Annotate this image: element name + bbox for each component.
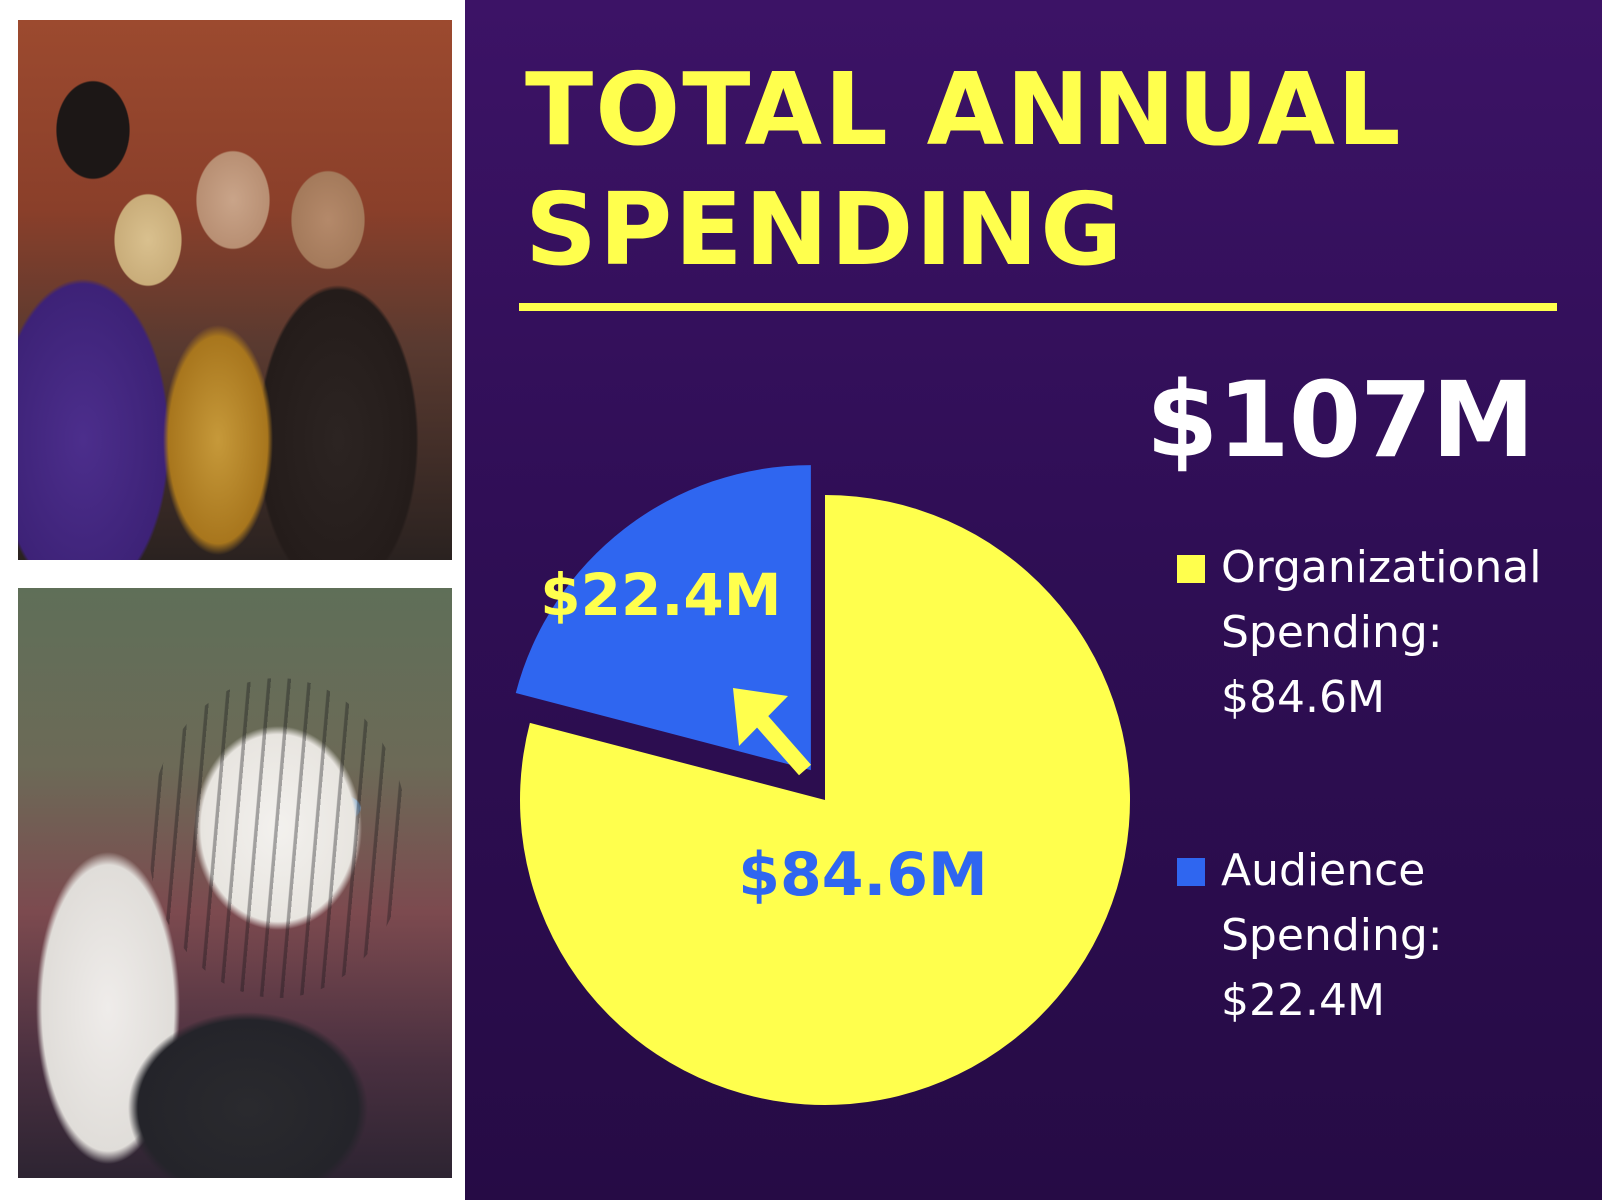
total-spending-value: $107M	[1146, 359, 1535, 481]
legend-item-organizational: Organizational Spending: $84.6M	[1177, 535, 1561, 730]
pie-label-audience: $22.4M	[540, 561, 781, 629]
legend-item-audience: Audience Spending: $22.4M	[1177, 838, 1561, 1033]
callout-arrow-head	[733, 688, 788, 746]
pie-chart: $84.6M $22.4M	[515, 465, 1130, 1105]
page-title: TOTAL ANNUAL SPENDING	[525, 51, 1403, 288]
pie-slice-organizational	[520, 495, 1130, 1105]
pie-label-organizational: $84.6M	[738, 840, 988, 910]
callout-arrow	[733, 688, 812, 776]
tiger-stripes	[148, 678, 408, 998]
tiger-mask-photo	[18, 588, 452, 1178]
legend-swatch-organizational	[1177, 555, 1205, 583]
legend-label-organizational: Organizational Spending: $84.6M	[1221, 542, 1542, 723]
legend-label-audience: Audience Spending: $22.4M	[1221, 845, 1443, 1026]
band-performance-photo	[18, 20, 452, 560]
pie-labels: $84.6M $22.4M	[540, 561, 987, 910]
legend-swatch-audience	[1177, 858, 1205, 886]
spending-panel: TOTAL ANNUAL SPENDING $107M $84.6M $22.4M…	[465, 0, 1602, 1200]
title-divider	[519, 303, 1557, 311]
